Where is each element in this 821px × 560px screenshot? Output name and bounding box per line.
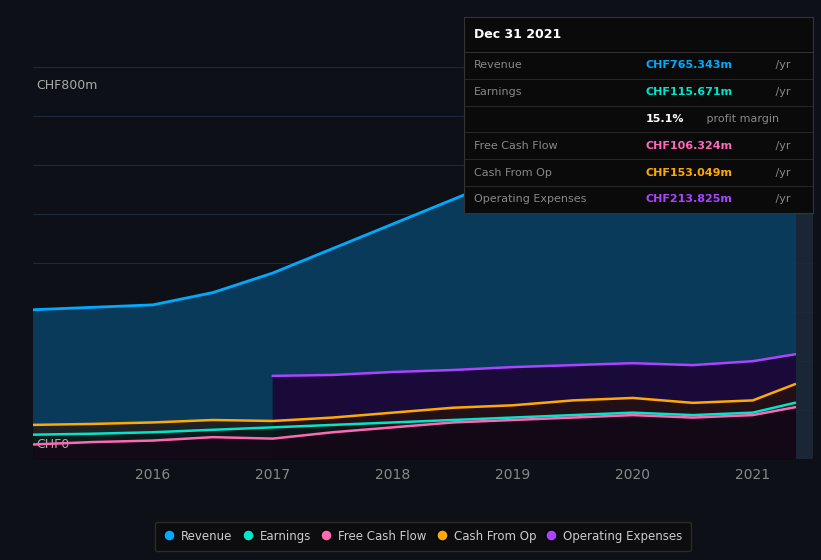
Legend: Revenue, Earnings, Free Cash Flow, Cash From Op, Operating Expenses: Revenue, Earnings, Free Cash Flow, Cash … [155, 522, 690, 551]
Text: /yr: /yr [772, 167, 791, 178]
Text: /yr: /yr [772, 194, 791, 204]
Text: Free Cash Flow: Free Cash Flow [475, 141, 558, 151]
Text: Dec 31 2021: Dec 31 2021 [475, 28, 562, 41]
Text: CHF153.049m: CHF153.049m [645, 167, 732, 178]
Text: 15.1%: 15.1% [645, 114, 684, 124]
Text: Revenue: Revenue [475, 60, 523, 71]
Text: CHF800m: CHF800m [37, 79, 99, 92]
Text: CHF765.343m: CHF765.343m [645, 60, 732, 71]
Text: CHF0: CHF0 [37, 438, 70, 451]
Text: Cash From Op: Cash From Op [475, 167, 553, 178]
Text: /yr: /yr [772, 141, 791, 151]
Text: CHF106.324m: CHF106.324m [645, 141, 732, 151]
Bar [753, 67, 813, 459]
Text: /yr: /yr [772, 60, 791, 71]
Text: CHF213.825m: CHF213.825m [645, 194, 732, 204]
Text: Earnings: Earnings [475, 87, 523, 97]
Text: /yr: /yr [772, 87, 791, 97]
Text: profit margin: profit margin [703, 114, 779, 124]
Text: CHF115.671m: CHF115.671m [645, 87, 732, 97]
Text: Operating Expenses: Operating Expenses [475, 194, 587, 204]
